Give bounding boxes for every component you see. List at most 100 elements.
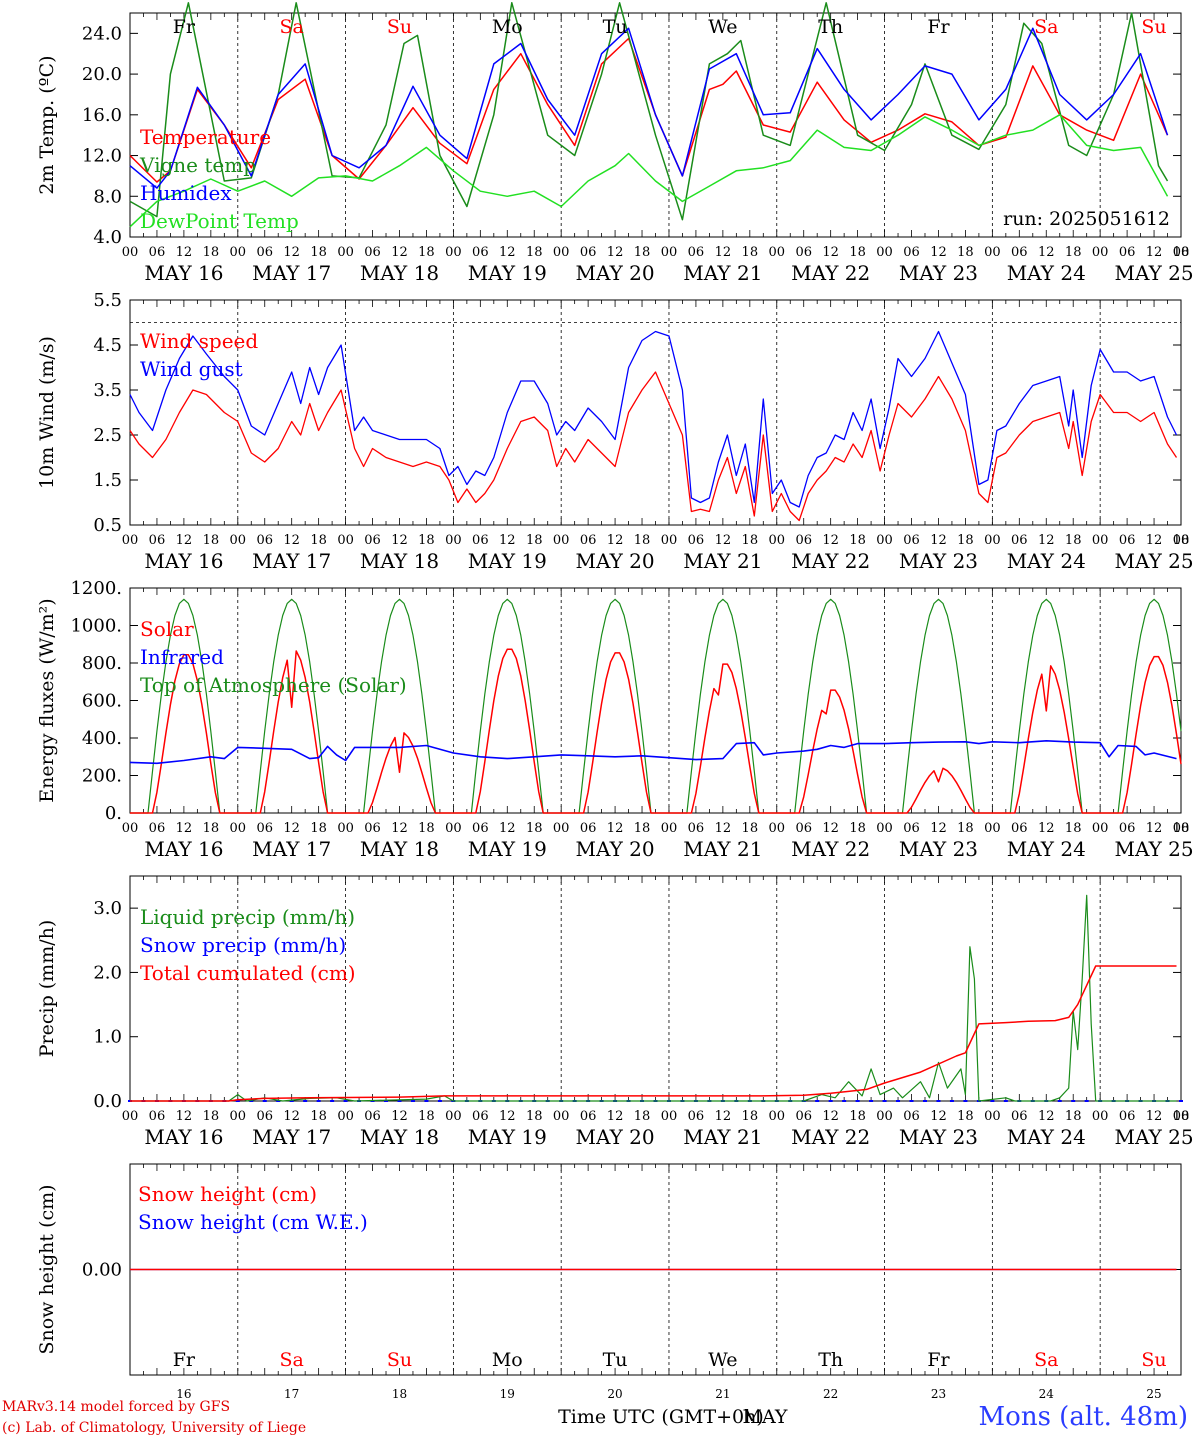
day-abbrev: Fr [927,16,950,38]
hour-tick-label: 18 [742,821,759,836]
day-number: 19 [500,1387,515,1401]
hour-tick-label: 18 [526,245,543,260]
hour-tick-label: 18 [849,821,866,836]
date-label: MAY 24 [1007,1125,1086,1149]
hour-tick-label: 06 [149,533,166,548]
hour-tick-label: 00 [445,245,462,260]
hour-tick-label: 00 [122,821,139,836]
energy-panel-y-label: Energy fluxes (W/m²) [36,598,58,802]
date-label: MAY 19 [468,549,547,573]
hour-tick-label: 06 [364,1109,381,1124]
day-abbrev: Su [387,16,412,38]
hour-tick-label: 12 [607,1109,624,1124]
y-tick-label: 0.00 [82,1260,122,1281]
hour-tick-label: 06 [149,245,166,260]
date-label: MAY 22 [791,837,870,861]
hour-tick-label: 06 [256,245,273,260]
day-abbrev: Sa [1034,16,1058,38]
date-label: MAY 24 [1007,549,1086,573]
y-tick-label: 16.0 [82,105,122,126]
day-number: 25 [1146,1387,1161,1401]
precip-legend-0: Liquid precip (mm/h) [140,905,355,929]
hour-tick-label: 06 [903,1109,920,1124]
run-label: run: 2025051612 [1003,208,1170,230]
hour-tick-label: 06 [472,821,489,836]
date-label: MAY 22 [791,1125,870,1149]
hour-tick-label: 12 [715,821,732,836]
hour-tick-label: 12 [1038,245,1055,260]
hour-tick-label: 00 [661,533,678,548]
y-tick-label: 3.5 [93,380,122,401]
hour-tick-label: 00 [768,821,785,836]
precip-legend-2: Total cumulated (cm) [140,961,356,985]
date-label: MAY 19 [468,261,547,285]
date-label: MAY 16 [144,549,223,573]
day-abbrev: Mo [492,16,523,38]
hour-tick-label: 18 [1173,1109,1190,1124]
hour-tick-label: 00 [230,1109,247,1124]
hour-tick-label: 12 [391,1109,408,1124]
hour-tick-label: 00 [445,821,462,836]
snow-panel-y-axis: 0.00 Snow height (cm) [36,1184,1181,1355]
hour-tick-label: 06 [256,533,273,548]
hour-tick-label: 06 [688,533,705,548]
hour-tick-label: 18 [634,1109,651,1124]
date-label: MAY 21 [683,837,762,861]
hour-tick-label: 12 [1146,245,1163,260]
month-label: MAY [742,1406,787,1428]
hour-tick-label: 12 [715,1109,732,1124]
hour-tick-label: 18 [526,533,543,548]
hour-tick-label: 12 [715,245,732,260]
date-label: MAY 21 [683,549,762,573]
y-tick-label: 400. [82,728,122,749]
date-label: MAY 25 [1114,837,1193,861]
hour-tick-label: 18 [957,821,974,836]
hour-tick-label: 18 [418,1109,435,1124]
y-tick-label: 1.5 [93,470,122,491]
hour-tick-label: 00 [768,1109,785,1124]
hour-tick-label: 18 [203,821,220,836]
hour-tick-label: 06 [580,1109,597,1124]
energy-series-solar [130,648,1182,814]
day-number: 17 [284,1387,299,1401]
hour-tick-label: 18 [634,245,651,260]
hour-tick-label: 06 [364,821,381,836]
y-tick-label: 200. [82,766,122,787]
day-abbrev-bottom: Tu [603,1349,628,1371]
hour-tick-label: 12 [1146,1109,1163,1124]
hour-tick-label: 00 [984,533,1001,548]
date-label: MAY 21 [683,261,762,285]
date-label: MAY 18 [360,549,439,573]
hour-tick-label: 12 [1038,821,1055,836]
day-abbrev-bottom: Fr [173,1349,196,1371]
hour-tick-label: 06 [580,533,597,548]
date-label: MAY 18 [360,261,439,285]
y-tick-label: 0.5 [93,515,122,536]
hour-tick-label: 06 [1119,821,1136,836]
date-label: MAY 19 [468,837,547,861]
hour-tick-label: 06 [688,245,705,260]
hour-tick-label: 06 [903,533,920,548]
date-label: MAY 25 [1114,549,1193,573]
temp-panel-y-axis: 4.0 8.0 12.0 16.0 20.0 24.0 2m Temp. (ºC) [36,23,1181,248]
hour-tick-label: 00 [661,245,678,260]
day-abbrev: Th [818,16,843,38]
hour-tick-label: 18 [957,533,974,548]
hour-tick-label: 00 [337,1109,354,1124]
date-label: MAY 23 [899,837,978,861]
hour-tick-label: 18 [849,245,866,260]
date-label: MAY 17 [252,837,331,861]
y-tick-label: 1000. [70,616,122,637]
hour-tick-label: 06 [1119,245,1136,260]
hour-tick-label: 06 [256,1109,273,1124]
hour-tick-label: 00 [876,821,893,836]
day-abbrev: We [708,16,737,38]
date-label: MAY 17 [252,549,331,573]
hour-tick-label: 18 [742,533,759,548]
hour-tick-label: 18 [634,533,651,548]
precip-panel-y-axis: 0.0 1.0 2.0 3.0 Precip (mm/h) [36,898,1181,1112]
hour-tick-label: 06 [1011,821,1028,836]
hour-tick-label: 12 [176,245,193,260]
date-label: MAY 25 [1114,261,1193,285]
hour-tick-label: 12 [1038,533,1055,548]
